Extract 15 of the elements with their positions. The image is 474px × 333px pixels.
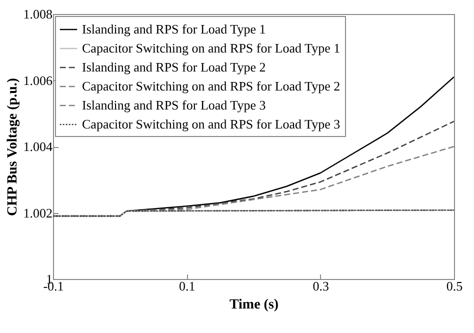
x-tick-label: 0.3 — [312, 278, 329, 294]
legend-label: Capacitor Switching on and RPS for Load Type 2 — [82, 78, 340, 94]
y-axis-title: CHP Bus Voltage (p.u.) — [5, 78, 20, 216]
y-tick-label: 1.008 — [23, 6, 52, 22]
y-tick-label: 1.006 — [23, 72, 53, 88]
y-tick-label: 1.004 — [23, 139, 53, 154]
legend-label: Capacitor Switching on and RPS for Load Type 3 — [82, 116, 340, 132]
legend-label: Islanding and RPS for Load Type 1 — [82, 22, 266, 36]
legend-label: Capacitor Switching on and RPS for Load Type 1 — [82, 40, 340, 56]
x-tick-label: 0.5 — [446, 278, 463, 294]
y-tick-label: 1.002 — [23, 205, 52, 220]
legend-label: Islanding and RPS for Load Type 3 — [82, 98, 266, 112]
x-tick-label: 0.1 — [179, 278, 196, 294]
x-axis-title: Time (s) — [229, 298, 279, 312]
legend-label: Islanding and RPS for Load Type 2 — [82, 60, 266, 74]
